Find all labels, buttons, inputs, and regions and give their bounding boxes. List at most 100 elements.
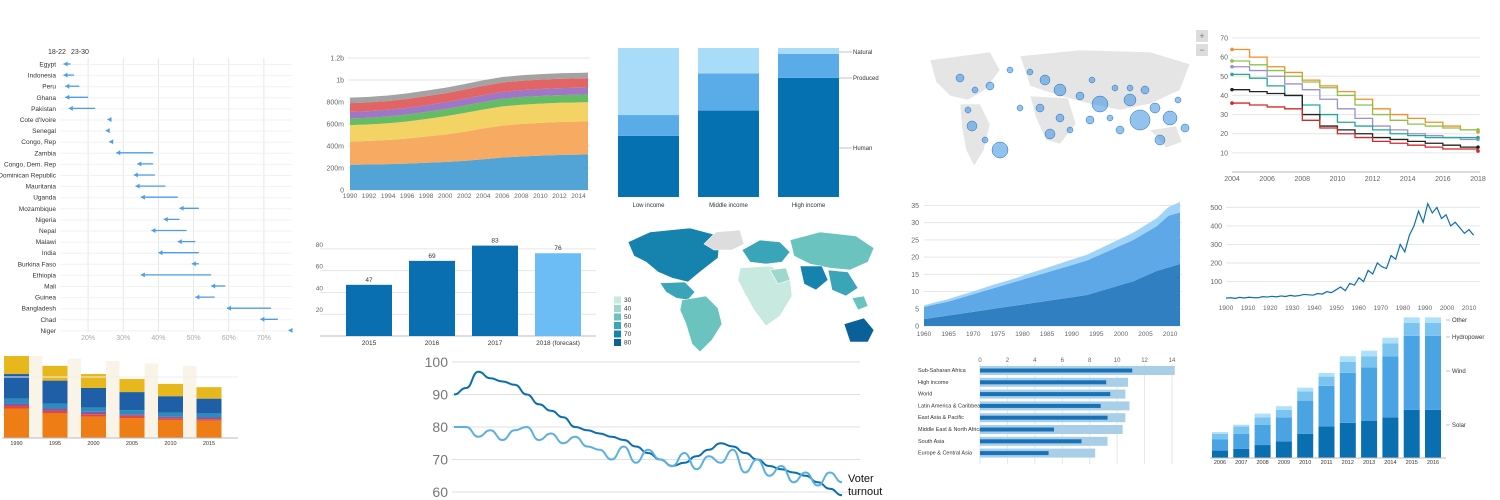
row-label: Peru (42, 84, 56, 91)
bar-segment (81, 407, 106, 412)
bar-segment (119, 392, 145, 411)
x-tick-label: 1950 (1329, 305, 1344, 312)
bubble (1026, 68, 1034, 76)
bar-foreground (980, 403, 1101, 408)
country-shape (851, 295, 869, 311)
bar-segment (81, 387, 106, 408)
row-label: India (42, 250, 56, 257)
area-1960-chart: 0 5 10 15 20 25 30 35 1960 1965 1970 1975 1980 1985 19… (911, 202, 1182, 338)
annotation-line: Voter (848, 473, 874, 485)
bar-segment (196, 413, 222, 418)
bar-segment (698, 48, 759, 74)
y-tick-label: 200m (326, 166, 344, 173)
x-tick-label: 1998 (419, 193, 434, 200)
x-tick-label: 6 (1061, 358, 1065, 364)
bar-foreground (980, 451, 1049, 456)
bar-segment (119, 414, 145, 416)
dumbbell-arrowhead (179, 205, 184, 211)
x-tick-label: 1990 (1064, 331, 1079, 338)
y-tick-label: 50 (1220, 74, 1228, 81)
y-tick-label: 60 (432, 484, 448, 500)
line-1900-chart: 100 200 300 400 500 1900 1910 1920 1930 1940 1950 1… (1210, 201, 1480, 312)
bar-segment (1254, 417, 1271, 425)
series-line (1225, 201, 1475, 299)
bar-segment (158, 412, 183, 417)
bar-segment (618, 135, 679, 197)
y-tick-label: 0 (915, 324, 919, 331)
row-label: Zambia (34, 150, 56, 157)
y-tick-label: 20 (911, 255, 919, 262)
flow-band (29, 356, 43, 438)
x-tick-label: 70% (257, 335, 271, 342)
x-tick-label: 1980 (1396, 305, 1411, 312)
y-tick-label: 500 (1210, 205, 1222, 212)
bar-segment (119, 418, 145, 438)
legend-swatch (614, 313, 621, 321)
legend-label: 60 (624, 323, 632, 330)
y-tick-label: 60 (1220, 55, 1228, 62)
bar-segment (196, 387, 222, 399)
x-tick-label: 1992 (362, 193, 377, 200)
horizontal-bar-chart: 0 2 4 6 8 10 12 14 Sub-Saharan Africa High income… (918, 358, 1176, 464)
series-start-dot (1230, 72, 1234, 77)
data-label: 47 (365, 277, 373, 284)
row-label: Senegal (32, 128, 56, 135)
category-label: 2012 (1342, 460, 1354, 466)
legend-swatch (614, 339, 621, 346)
category-label: Middle income (709, 203, 748, 209)
bar-segment (1425, 335, 1441, 410)
category-label: 2000 (87, 441, 99, 447)
bubble (1154, 134, 1166, 146)
bar-segment (778, 53, 839, 78)
dumbbell-arrowhead (109, 139, 114, 145)
dumbbell-arrowhead (288, 327, 293, 333)
bar-segment (1212, 433, 1228, 440)
bar (535, 253, 581, 336)
flow-band (183, 365, 197, 438)
y-tick-label: 35 (911, 203, 919, 210)
x-tick-label: 2010 (1163, 331, 1178, 338)
area-series (350, 78, 588, 112)
bar-segment (1361, 356, 1378, 368)
category-label: Europe & Central Asia (918, 451, 973, 457)
country-shape (843, 317, 875, 343)
x-tick-label: 2016 (1435, 176, 1451, 183)
category-label: 1990 (10, 441, 22, 447)
row-label: Pakistan (31, 106, 56, 113)
x-tick-label: 1994 (381, 193, 396, 200)
bar-segment (42, 410, 68, 414)
y-tick-label: 40 (1220, 93, 1228, 100)
data-label: 69 (428, 253, 436, 260)
category-label: 2017 (488, 340, 503, 347)
zoom-in-button[interactable] (1196, 30, 1208, 42)
dumbbell-arrowhead (105, 128, 110, 134)
bar-segment (1254, 413, 1271, 418)
bubble (1111, 84, 1119, 92)
y-tick-label: 100 (425, 354, 449, 370)
bubble (1162, 110, 1178, 126)
series-label: Produced (853, 76, 879, 82)
bubble (1085, 115, 1095, 125)
category-label: 2015 (1406, 460, 1418, 466)
bubble (955, 73, 965, 83)
y-tick-label: 80 (316, 242, 324, 249)
bar-segment (4, 406, 29, 409)
area-series (350, 102, 588, 142)
category-label: 2009 (1278, 460, 1290, 466)
bubble (1126, 84, 1134, 92)
x-tick-label: 1985 (1040, 331, 1055, 338)
area-series (350, 154, 588, 190)
x-tick-label: 2018 (1470, 176, 1486, 183)
series-line (1232, 73, 1478, 139)
x-tick-label: 10 (1114, 358, 1121, 364)
bar-segment (119, 410, 145, 415)
bar-segment (1361, 421, 1378, 458)
bar-segment (1318, 376, 1335, 386)
bubble (1174, 96, 1182, 104)
zoom-out-button[interactable] (1196, 44, 1208, 56)
dumbbell-arrowhead (158, 250, 163, 256)
legend-label: 30 (624, 297, 632, 304)
row-label: Malawi (36, 239, 56, 246)
series-line (453, 370, 843, 497)
